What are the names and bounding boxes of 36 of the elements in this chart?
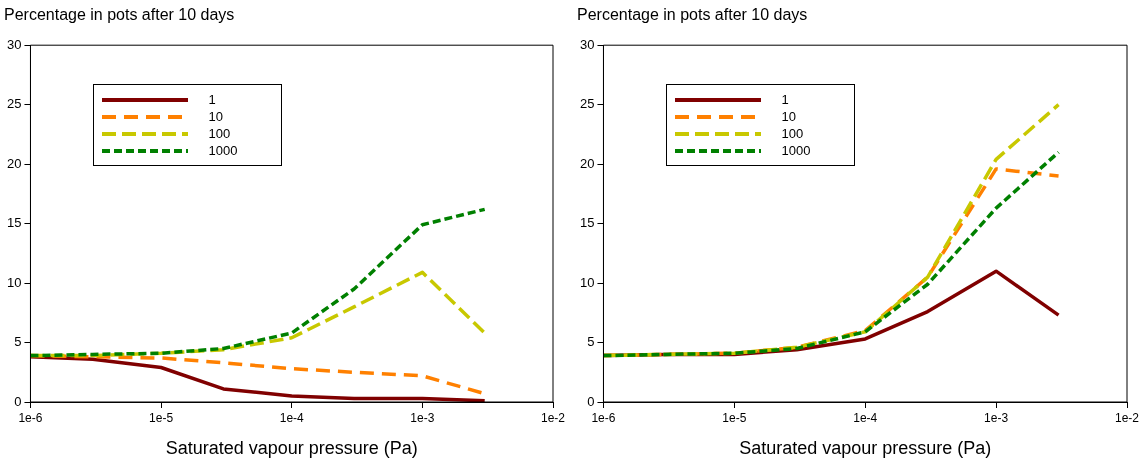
- legend-label: 1000: [781, 143, 811, 159]
- y-tick-label: 10: [579, 274, 595, 290]
- legend-label: 1000: [208, 143, 238, 159]
- x-tick-label: 1e-6: [18, 410, 43, 425]
- legend-label: 1: [208, 92, 216, 108]
- x-tick-label: 1e-5: [722, 410, 747, 425]
- y-tick-label: 20: [6, 155, 22, 171]
- legend-label: 100: [208, 126, 231, 142]
- y-tick-label: 15: [6, 215, 22, 231]
- x-tick-label: 1e-2: [540, 410, 566, 425]
- legend-label: 100: [781, 126, 804, 142]
- x-tick-label: 1e-2: [1114, 410, 1140, 425]
- chart-title: Percentage in pots after 10 days: [577, 6, 808, 24]
- x-tick-label: 1e-3: [410, 410, 435, 425]
- y-tick-label: 30: [579, 36, 595, 52]
- y-tick-label: 5: [14, 334, 22, 350]
- x-axis-title: Saturated vapour pressure (Pa): [165, 438, 418, 459]
- y-tick-label: 25: [579, 96, 595, 112]
- y-tick-label: 15: [579, 215, 595, 231]
- y-tick-label: 10: [6, 274, 22, 290]
- y-tick-label: 30: [6, 36, 22, 52]
- x-tick-label: 1e-6: [591, 410, 616, 425]
- x-axis-title: Saturated vapour pressure (Pa): [739, 438, 992, 459]
- x-tick-label: 1e-4: [279, 410, 305, 425]
- y-tick-label: 0: [587, 393, 595, 409]
- chart-title: Percentage in pots after 10 days: [4, 6, 235, 24]
- x-tick-label: 1e-3: [984, 410, 1009, 425]
- x-tick-label: 1e-4: [853, 410, 878, 425]
- legend-label: 10: [781, 109, 796, 125]
- y-tick-label: 0: [14, 393, 22, 409]
- x-tick-label: 1e-5: [149, 410, 174, 425]
- y-tick-label: 5: [587, 334, 595, 350]
- legend-label: 10: [208, 109, 223, 125]
- legend-label: 1: [781, 92, 789, 108]
- y-tick-label: 25: [6, 96, 22, 112]
- y-tick-label: 20: [579, 155, 595, 171]
